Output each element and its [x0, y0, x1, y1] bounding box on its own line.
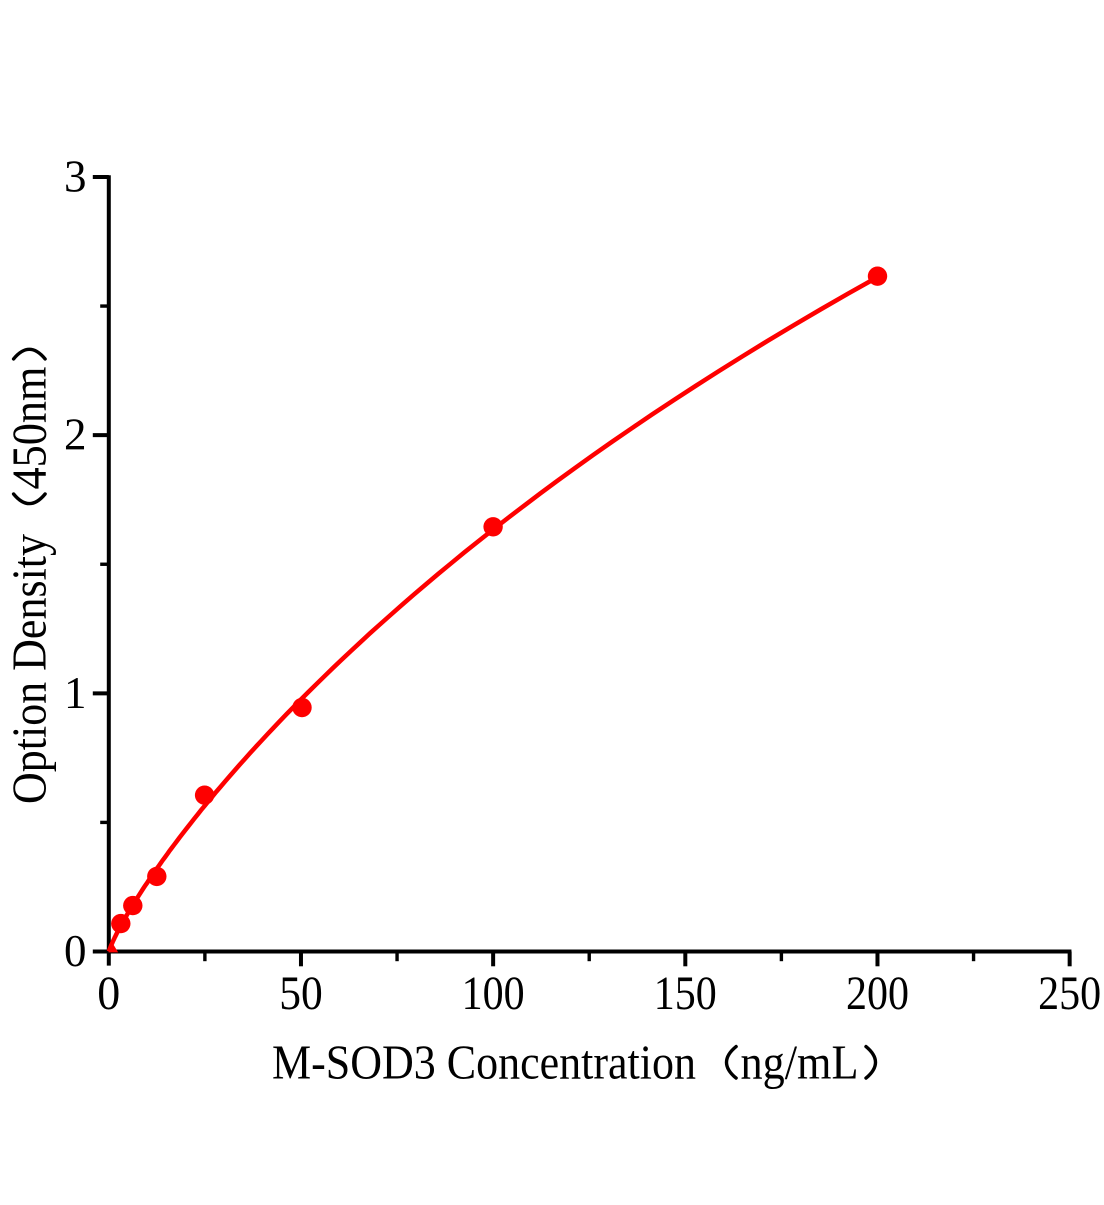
svg-text:1: 1 [64, 668, 87, 718]
svg-text:250: 250 [1038, 967, 1101, 1020]
svg-text:0: 0 [64, 926, 87, 976]
svg-text:150: 150 [654, 967, 717, 1020]
svg-text:ng/mL: ng/mL [741, 1035, 859, 1090]
svg-text:2: 2 [64, 410, 87, 460]
svg-text:450nm: 450nm [2, 367, 57, 490]
svg-text:200: 200 [846, 967, 909, 1020]
svg-text:3: 3 [64, 152, 87, 202]
svg-text:Option Density: Option Density [2, 534, 57, 804]
svg-text:M-SOD3 Concentration: M-SOD3 Concentration [272, 1035, 696, 1090]
svg-text:0: 0 [97, 967, 120, 1020]
svg-text:50: 50 [279, 967, 323, 1020]
svg-text:100: 100 [462, 967, 525, 1020]
